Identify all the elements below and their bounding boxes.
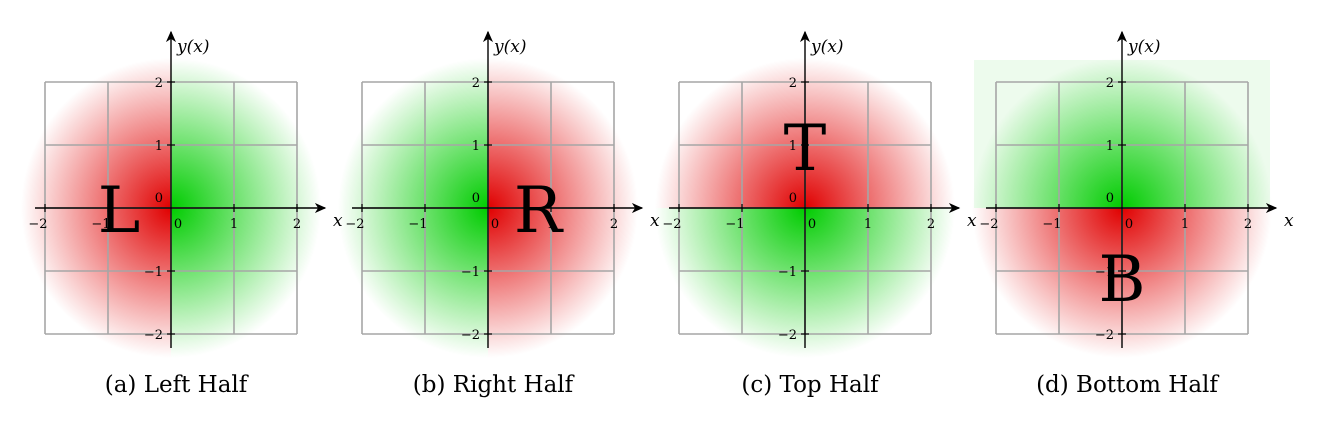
y-tick-label: 0 xyxy=(789,191,797,206)
x-tick-label: 1 xyxy=(547,217,555,232)
y-tick-label: 0 xyxy=(472,191,480,206)
panel-caption: (c) Top Half xyxy=(741,372,880,398)
x-tick-label: 2 xyxy=(927,217,935,232)
region-letter: B xyxy=(1098,243,1145,317)
y-tick-label: 1 xyxy=(155,139,163,154)
x-tick-label: 2 xyxy=(610,217,618,232)
x-tick-label: 0 xyxy=(1125,217,1133,232)
y-tick-label: −2 xyxy=(461,328,480,343)
y-tick-label: −1 xyxy=(144,265,163,280)
y-tick-label: −2 xyxy=(1095,328,1114,343)
y-axis-label: y(x) xyxy=(176,37,209,57)
panel-right: −2 −1 0 1 2 −2 −1 0 1 2 x y(x) R (b) Right Half xyxy=(338,30,660,398)
x-tick-label: 1 xyxy=(864,217,872,232)
x-tick-label: −2 xyxy=(345,217,364,232)
y-tick-label: 1 xyxy=(789,139,797,154)
x-tick-label: −2 xyxy=(662,217,681,232)
y-tick-label: −1 xyxy=(778,265,797,280)
x-tick-label: −2 xyxy=(979,217,998,232)
panel-bottom: −2 −1 0 1 2 −2 −1 0 1 2 x y(x) B (d) Bottom Half xyxy=(972,30,1294,398)
x-axis-label: x xyxy=(1284,211,1294,231)
x-tick-label: 2 xyxy=(1244,217,1252,232)
y-tick-label: 1 xyxy=(1106,139,1114,154)
x-tick-label: −1 xyxy=(91,217,110,232)
y-tick-label: 2 xyxy=(155,76,163,91)
y-tick-label: −2 xyxy=(144,328,163,343)
x-tick-label: 1 xyxy=(1181,217,1189,232)
x-tick-label: 1 xyxy=(230,217,238,232)
x-tick-label: 2 xyxy=(293,217,301,232)
panel-caption: (b) Right Half xyxy=(413,372,575,398)
region-letter: R xyxy=(514,174,564,248)
region-letter: L xyxy=(98,174,141,248)
y-tick-label: 1 xyxy=(472,139,480,154)
x-tick-label: −1 xyxy=(725,217,744,232)
panel-caption: (d) Bottom Half xyxy=(1036,372,1219,398)
x-tick-label: −1 xyxy=(1042,217,1061,232)
x-tick-label: −2 xyxy=(28,217,47,232)
panel-top: −2 −1 0 1 2 −2 −1 0 1 2 x y(x) T (c) Top Half xyxy=(655,30,977,398)
y-tick-label: 0 xyxy=(1106,191,1114,206)
x-tick-label: 0 xyxy=(808,217,816,232)
x-axis-label: x xyxy=(333,211,343,231)
y-tick-label: −1 xyxy=(461,265,480,280)
y-tick-label: −2 xyxy=(778,328,797,343)
x-tick-label: 0 xyxy=(174,217,182,232)
panel-caption: (a) Left Half xyxy=(105,372,249,398)
y-tick-label: −1 xyxy=(1095,265,1114,280)
x-tick-label: 0 xyxy=(491,217,499,232)
y-tick-label: 2 xyxy=(1106,76,1114,91)
y-tick-label: 2 xyxy=(789,76,797,91)
x-tick-label: −1 xyxy=(408,217,427,232)
y-axis-label: y(x) xyxy=(810,37,843,57)
y-axis-label: y(x) xyxy=(1127,37,1160,57)
x-axis-label: x xyxy=(650,211,660,231)
y-tick-label: 0 xyxy=(155,191,163,206)
y-tick-label: 2 xyxy=(472,76,480,91)
x-axis-label: x xyxy=(967,211,977,231)
y-axis-label: y(x) xyxy=(493,37,526,57)
region-letter: T xyxy=(784,112,827,186)
panel-left: −2 −1 0 1 2 −2 −1 0 1 2 x y(x) L (a) Left Half xyxy=(21,30,343,398)
